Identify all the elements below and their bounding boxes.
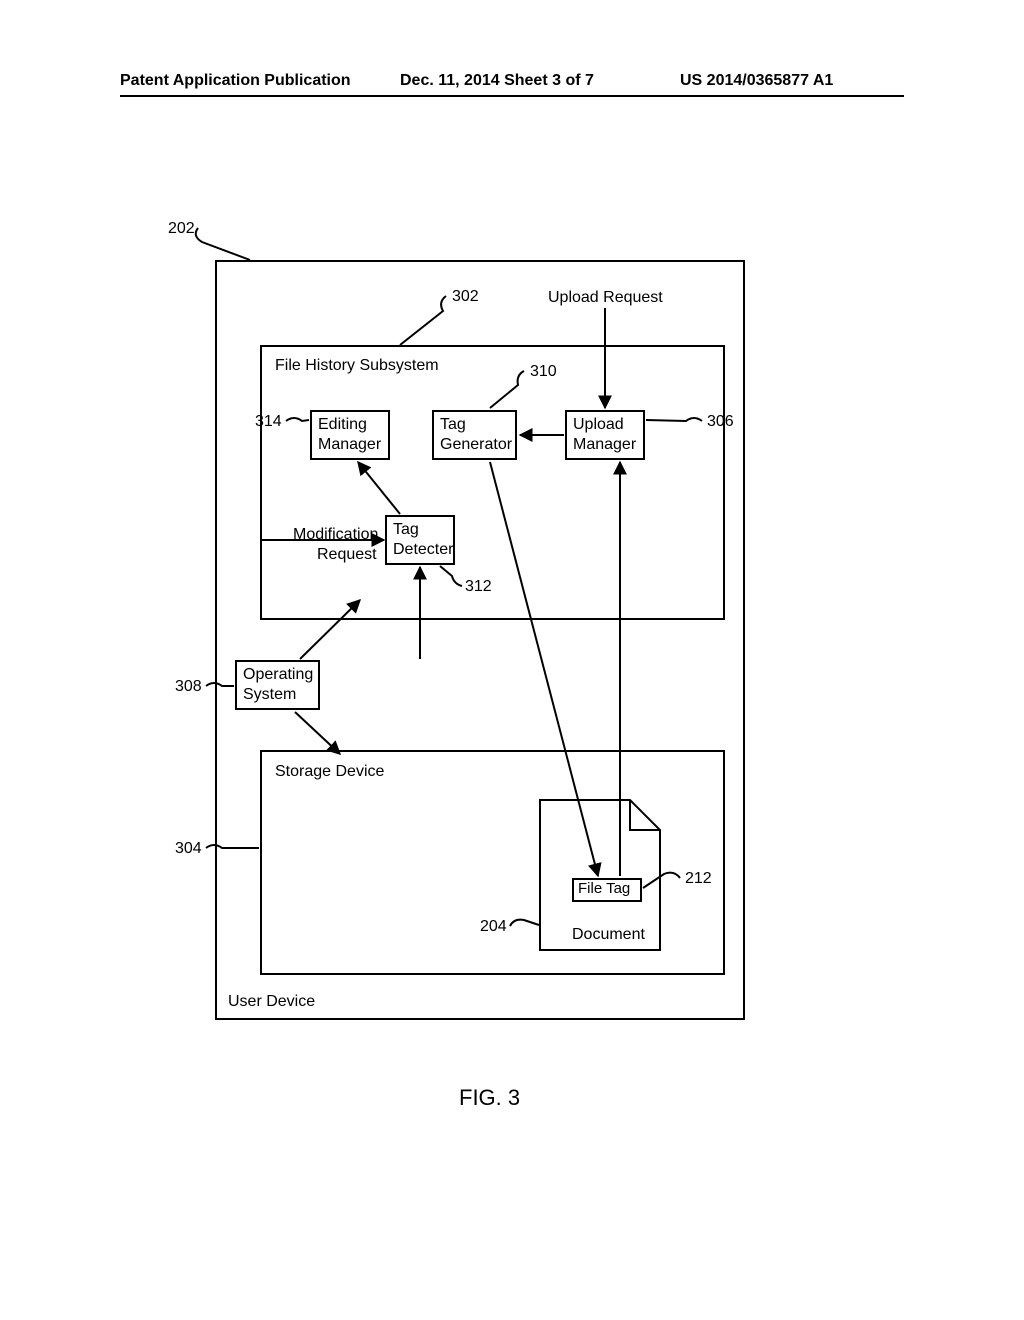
operating-system-l1: Operating	[243, 665, 313, 685]
header-right: US 2014/0365877 A1	[680, 72, 833, 90]
ref-204: 204	[480, 918, 507, 936]
ref-308: 308	[175, 678, 202, 696]
file-tag-label: File Tag	[578, 880, 630, 899]
operating-system-l2: System	[243, 685, 296, 705]
editing-manager-l1: Editing	[318, 415, 367, 435]
editing-manager-l2: Manager	[318, 435, 381, 455]
ref-212: 212	[685, 870, 712, 888]
ref-312: 312	[465, 578, 492, 596]
figure-caption: FIG. 3	[459, 1085, 520, 1111]
tag-detecter-l1: Tag	[393, 520, 419, 540]
storage-device-label: Storage Device	[275, 762, 384, 782]
upload-manager-l1: Upload	[573, 415, 624, 435]
ref-302: 302	[452, 288, 479, 306]
file-history-subsystem-label: File History Subsystem	[275, 356, 439, 376]
tag-generator-l1: Tag	[440, 415, 466, 435]
file-history-subsystem-box	[260, 345, 725, 620]
document-label: Document	[572, 925, 645, 945]
header-left: Patent Application Publication	[120, 72, 351, 90]
modification-request-l2: Request	[317, 545, 377, 565]
header-center: Dec. 11, 2014 Sheet 3 of 7	[400, 72, 594, 90]
storage-device-box	[260, 750, 725, 975]
user-device-label: User Device	[228, 992, 315, 1012]
ref-306: 306	[707, 413, 734, 431]
ref-314: 314	[255, 413, 282, 431]
tag-detecter-l2: Detecter	[393, 540, 453, 560]
header-rule	[120, 95, 904, 97]
upload-request-label: Upload Request	[548, 288, 663, 308]
upload-manager-l2: Manager	[573, 435, 636, 455]
modification-request-l1: Modification	[293, 525, 378, 545]
ref-304: 304	[175, 840, 202, 858]
page: Patent Application Publication Dec. 11, …	[0, 0, 1024, 1320]
ref-202: 202	[168, 220, 195, 238]
tag-generator-l2: Generator	[440, 435, 512, 455]
ref-310: 310	[530, 363, 557, 381]
